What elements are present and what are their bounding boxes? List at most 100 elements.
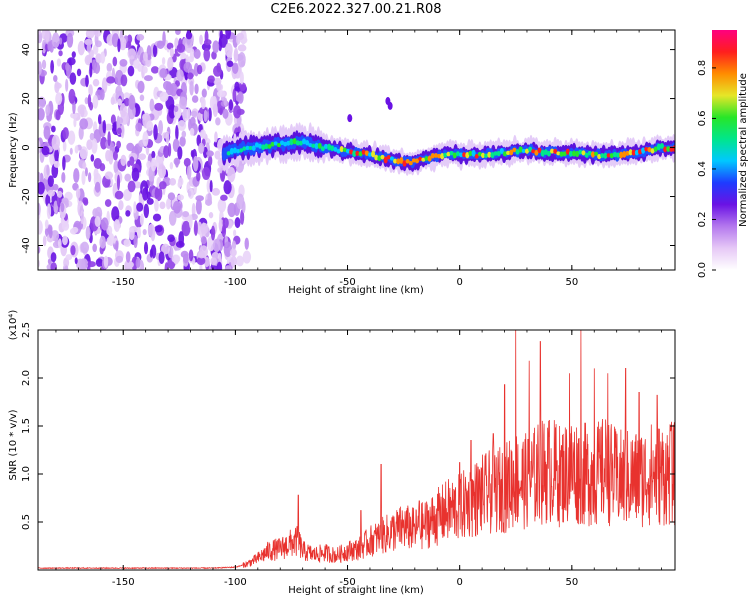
noise-blob	[111, 206, 120, 222]
noise-blob	[159, 201, 166, 210]
noise-blob	[61, 172, 66, 183]
noise-blob	[188, 214, 193, 229]
noise-blob	[87, 172, 92, 183]
isolated-blip	[387, 101, 393, 110]
x-tick-label: 0	[456, 277, 462, 288]
noise-blob	[149, 98, 155, 112]
noise-blob	[64, 265, 69, 270]
signal-core-cell	[298, 140, 303, 146]
signal-core-cell	[339, 146, 344, 153]
signal-core-cell	[408, 161, 413, 166]
signal-core-cell	[323, 143, 328, 150]
signal-core-cell	[261, 144, 266, 151]
noise-blob	[232, 62, 239, 74]
signal-core-cell	[327, 143, 332, 151]
spectrogram-y-ticks: -40 -20 0 20 40	[21, 43, 675, 254]
noise-blob	[156, 40, 165, 49]
noise-blob	[221, 170, 225, 182]
noise-blob	[41, 146, 50, 156]
noise-blob	[236, 32, 244, 41]
noise-blob	[190, 110, 198, 117]
noise-blob	[113, 219, 121, 232]
signal-core-cell	[239, 148, 244, 153]
noise-blob	[112, 122, 117, 132]
noise-blob	[44, 219, 49, 229]
signal-core-cell	[477, 151, 482, 157]
noise-blob	[120, 74, 128, 87]
noise-blob	[102, 120, 107, 134]
noise-blob	[50, 252, 57, 263]
noise-blob	[91, 59, 97, 74]
noise-blob	[119, 58, 128, 67]
y-tick-label: 2.0	[21, 370, 32, 386]
noise-blob	[182, 108, 189, 122]
noise-blob	[38, 259, 41, 268]
noise-blob	[210, 257, 218, 266]
signal-core-cell	[622, 151, 627, 158]
noise-blob	[84, 38, 93, 46]
spectrogram-x-ticks: -150 -100 -50 0 50	[55, 30, 662, 288]
signal-core-cell	[594, 151, 599, 156]
noise-blob	[163, 145, 170, 159]
signal-core-cell	[437, 153, 442, 159]
noise-blob	[53, 161, 60, 168]
noise-blob	[60, 202, 65, 213]
noise-blob	[48, 226, 53, 239]
signal-core-cell	[355, 150, 360, 156]
signal-core-cell	[452, 152, 457, 159]
noise-blob	[46, 164, 50, 176]
signal-core-cell	[490, 152, 495, 159]
x-tick-label: 50	[565, 577, 578, 588]
snr-scale-label: (x10⁴)	[8, 310, 19, 341]
noise-blob	[151, 150, 156, 159]
noise-blob	[73, 117, 77, 128]
noise-blob	[85, 74, 89, 88]
signal-core-cell	[314, 142, 319, 150]
noise-blob	[89, 132, 95, 141]
noise-blob	[47, 258, 52, 265]
noise-blob	[71, 51, 76, 59]
noise-blob	[240, 209, 245, 225]
x-tick-label: 50	[565, 277, 578, 288]
noise-blob	[191, 95, 199, 103]
signal-core-cell	[405, 159, 410, 164]
noise-blob	[226, 60, 234, 68]
noise-blob	[62, 127, 69, 140]
noise-blob	[38, 30, 42, 35]
noise-blob	[100, 136, 108, 150]
y-tick-label: 0	[21, 144, 32, 150]
signal-core-cell	[568, 150, 573, 157]
signal-core-cell	[509, 149, 514, 156]
spectrogram-panel: -150 -100 -50 0 50 -40 -20 0 20 40 Height of str…	[8, 29, 676, 296]
signal-core-cell	[383, 156, 388, 164]
noise-blob	[201, 88, 207, 98]
noise-blob	[38, 96, 46, 109]
signal-core-cell	[421, 157, 426, 162]
noise-blob	[50, 59, 55, 74]
signal-core-cell	[455, 151, 460, 157]
signal-core-cell	[647, 146, 652, 153]
noise-blob	[46, 203, 52, 220]
noise-blob	[124, 173, 132, 182]
noise-blob	[81, 170, 86, 185]
signal-core-cell	[336, 149, 341, 154]
noise-blob	[177, 177, 184, 187]
noise-blob	[146, 160, 152, 169]
noise-blob	[211, 187, 221, 196]
chart-title: C2E6.2022.327.00.21.R08	[270, 2, 442, 17]
noise-blob	[181, 130, 187, 138]
noise-blob	[54, 81, 60, 94]
signal-core-cell	[612, 151, 617, 158]
noise-blob	[157, 164, 166, 179]
signal-core-cell	[267, 144, 272, 149]
noise-blob	[142, 131, 149, 147]
noise-blob	[239, 71, 244, 85]
isolated-blip	[347, 114, 353, 123]
snr-frame	[37, 329, 676, 571]
noise-blob	[179, 136, 186, 147]
noise-blob	[38, 171, 41, 182]
noise-blob	[72, 182, 79, 191]
noise-blob	[165, 198, 171, 210]
noise-blob	[101, 217, 109, 231]
colorbar-gradient	[712, 30, 737, 270]
